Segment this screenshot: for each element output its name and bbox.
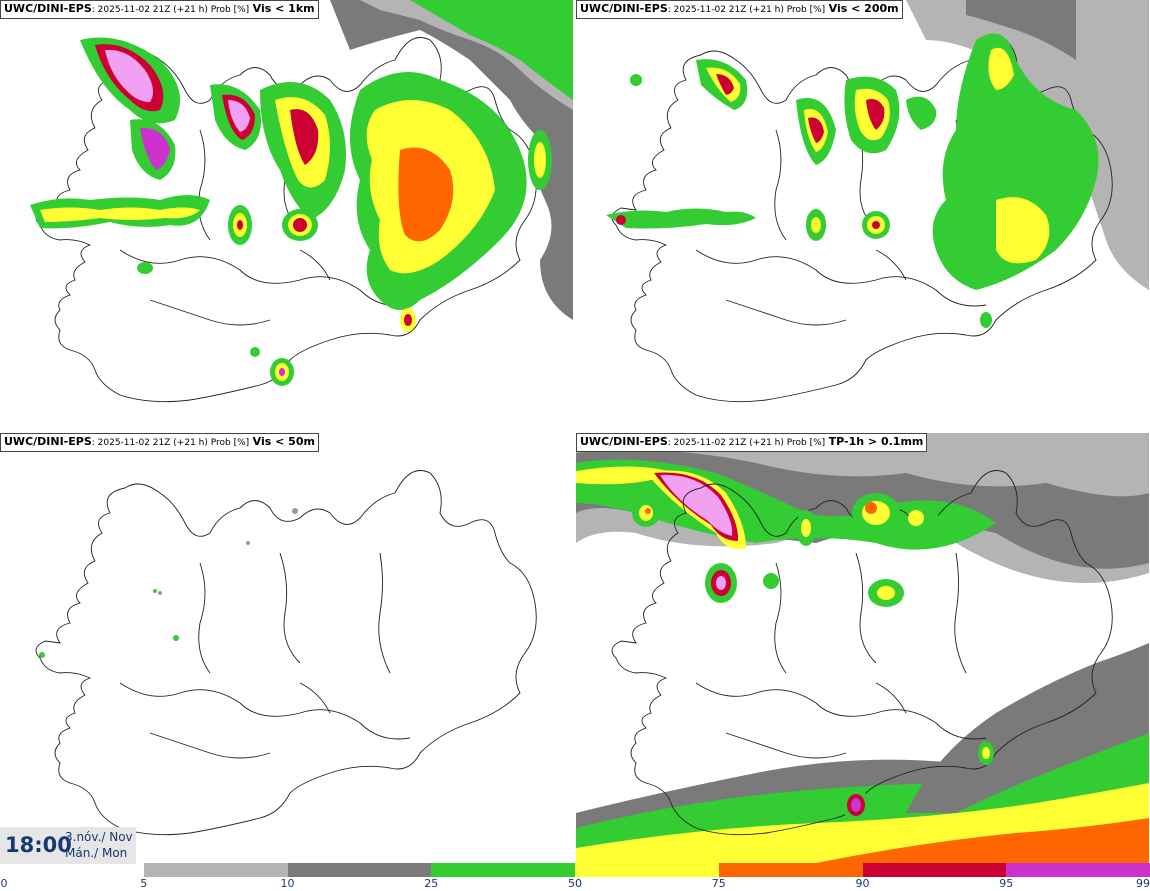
probability-map xyxy=(576,433,1149,863)
valid-weekday: Mán./ Mon xyxy=(65,846,128,860)
model-name: UWC/DINI-EPS xyxy=(4,435,92,448)
map-panel-vis-200m: UWC/DINI-EPS: 2025-11-02 21Z (+21 h) Pro… xyxy=(576,0,1149,430)
colorbar-segment xyxy=(1006,863,1150,877)
colorbar-tick-label: 0 xyxy=(0,877,8,890)
run-meta: : 2025-11-02 21Z (+21 h) Prob [%] xyxy=(667,438,826,448)
run-meta: : 2025-11-02 21Z (+21 h) Prob [%] xyxy=(91,5,250,15)
field-name: Vis < 1km xyxy=(252,2,315,15)
run-meta: : 2025-11-02 21Z (+21 h) Prob [%] xyxy=(667,5,826,15)
probability-map xyxy=(30,0,573,403)
colorbar-tick-label: 50 xyxy=(568,877,582,890)
colorbar-tick-label: 25 xyxy=(424,877,439,890)
colorbar-segment xyxy=(0,863,144,877)
probability-map xyxy=(35,470,537,836)
panel-title: UWC/DINI-EPS: 2025-11-02 21Z (+21 h) Pro… xyxy=(576,433,928,452)
colorbar-tick-label: 99 xyxy=(1136,877,1150,890)
panel-title: UWC/DINI-EPS: 2025-11-02 21Z (+21 h) Pro… xyxy=(576,0,903,19)
coastline xyxy=(35,470,537,836)
colorbar-segment xyxy=(287,863,432,877)
colorbar-segment xyxy=(575,863,719,877)
colorbar-segment xyxy=(143,863,288,877)
model-name: UWC/DINI-EPS xyxy=(580,435,668,448)
panel-title: UWC/DINI-EPS: 2025-11-02 21Z (+21 h) Pro… xyxy=(0,0,319,19)
colorbar-tick-label: 75 xyxy=(711,877,726,890)
field-name: Vis < 200m xyxy=(828,2,899,15)
colorbar-segment xyxy=(431,863,575,877)
colorbar-segment xyxy=(718,863,863,877)
colorbar-tick-label: 90 xyxy=(855,877,870,890)
colorbar-tick-label: 5 xyxy=(140,877,148,890)
probability-map xyxy=(606,0,1149,403)
valid-time-clock: 18:00 xyxy=(5,833,72,857)
model-name: UWC/DINI-EPS xyxy=(4,2,92,15)
model-name: UWC/DINI-EPS xyxy=(580,2,668,15)
run-meta: : 2025-11-02 21Z (+21 h) Prob [%] xyxy=(91,438,250,448)
panel-title: UWC/DINI-EPS: 2025-11-02 21Z (+21 h) Pro… xyxy=(0,433,319,452)
valid-time-box: 18:00 3.nóv./ Nov Mán./ Mon xyxy=(0,827,136,864)
colorbar-tick-label: 95 xyxy=(999,877,1014,890)
map-panel-vis-50m: UWC/DINI-EPS: 2025-11-02 21Z (+21 h) Pro… xyxy=(0,433,573,863)
valid-date: 3.nóv./ Nov xyxy=(65,830,133,844)
field-name: TP-1h > 0.1mm xyxy=(828,435,924,448)
probability-colorbar: 0 5 10 25 50 75 90 95 99 xyxy=(0,863,1150,891)
map-panel-tp-1h: UWC/DINI-EPS: 2025-11-02 21Z (+21 h) Pro… xyxy=(576,433,1149,863)
field-name: Vis < 50m xyxy=(252,435,315,448)
colorbar-tick-label: 10 xyxy=(280,877,295,890)
colorbar-segment xyxy=(862,863,1007,877)
map-panel-vis-1km: UWC/DINI-EPS: 2025-11-02 21Z (+21 h) Pro… xyxy=(0,0,573,430)
